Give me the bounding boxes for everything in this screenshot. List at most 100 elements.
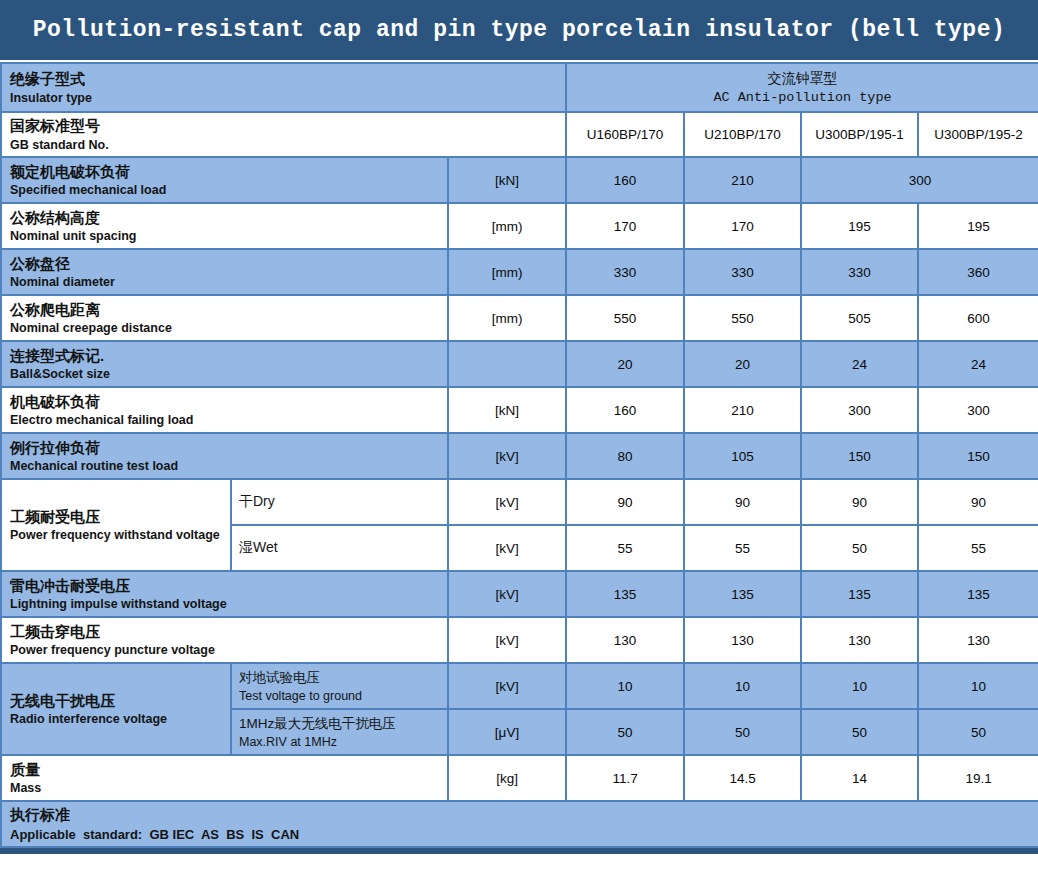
label-en: Power frequency puncture voltage — [10, 642, 439, 658]
label-cn: 工频击穿电压 — [10, 622, 439, 642]
creepage-label-cell: 公称爬电距离 Nominal creepage distance — [1, 295, 448, 341]
value-cell: 135 — [801, 571, 918, 617]
value-cell: 55 — [566, 525, 684, 571]
row-mass: 质量 Mass [kg] 11.7 14.5 14 19.1 — [1, 755, 1038, 801]
label-cn: 雷电冲击耐受电压 — [10, 576, 439, 596]
dry-sublabel-cell: 干Dry — [231, 479, 448, 525]
row-diameter: 公称盘径 Nominal diameter [mm) 330 330 330 3… — [1, 249, 1038, 295]
label-cn: 公称盘径 — [10, 254, 439, 274]
value-cell: 10 — [918, 663, 1038, 709]
label-en: Power frequency withstand voltage — [10, 527, 222, 543]
value-cell: 90 — [566, 479, 684, 525]
bottom-bar — [0, 848, 1038, 854]
gb-standard-label-cell: 国家标准型号 GB standard No. — [1, 112, 566, 157]
mass-label-cell: 质量 Mass — [1, 755, 448, 801]
row-lightning: 雷电冲击耐受电压 Lightning impulse withstand vol… — [1, 571, 1038, 617]
riv-mhz-sublabel-cell: 1MHz最大无线电干扰电压 Max.RIV at 1MHz — [231, 709, 448, 755]
label-cn: 公称爬电距离 — [10, 300, 439, 320]
value-cell: 300 — [918, 387, 1038, 433]
value-cell: 50 — [918, 709, 1038, 755]
riv-group-label-cell: 无线电干扰电压 Radio interference voltage — [1, 663, 231, 755]
value-cell: 90 — [801, 479, 918, 525]
row-specified-load: 额定机电破坏负荷 Specified mechanical load [kN] … — [1, 157, 1038, 203]
value-cell: 10 — [684, 663, 801, 709]
value-cell: 50 — [801, 525, 918, 571]
unit-cell: [kg] — [448, 755, 566, 801]
ball-socket-label-cell: 连接型式标记. Ball&Socket size — [1, 341, 448, 387]
label-cn: 工频耐受电压 — [10, 507, 222, 527]
value-cell: 170 — [566, 203, 684, 249]
unit-cell: [kV] — [448, 479, 566, 525]
puncture-label-cell: 工频击穿电压 Power frequency puncture voltage — [1, 617, 448, 663]
unit-cell: [kN] — [448, 387, 566, 433]
value-cell: 170 — [684, 203, 801, 249]
value-cell: 130 — [918, 617, 1038, 663]
value-cell: 20 — [566, 341, 684, 387]
unit-cell: [kV] — [448, 571, 566, 617]
label-en: Insulator type — [10, 90, 557, 106]
row-failing-load: 机电破坏负荷 Electro mechanical failing load [… — [1, 387, 1038, 433]
row-gb-standard: 国家标准型号 GB standard No. U160BP/170 U210BP… — [1, 112, 1038, 157]
wet-sublabel-cell: 湿Wet — [231, 525, 448, 571]
label-en: Nominal creepage distance — [10, 320, 439, 336]
value-cell: 24 — [918, 341, 1038, 387]
value-cell: 550 — [566, 295, 684, 341]
label-cn: 质量 — [10, 760, 439, 780]
model-cell: U210BP/170 — [684, 112, 801, 157]
value-cell: 360 — [918, 249, 1038, 295]
row-riv-ground: 无线电干扰电压 Radio interference voltage 对地试验电… — [1, 663, 1038, 709]
row-creepage: 公称爬电距离 Nominal creepage distance [mm) 55… — [1, 295, 1038, 341]
unit-cell: [kV] — [448, 525, 566, 571]
sublabel-cn: 1MHz最大无线电干扰电压 — [239, 714, 440, 734]
page-title: Pollution-resistant cap and pin type por… — [33, 17, 1006, 43]
unit-cell: [μV] — [448, 709, 566, 755]
row-unit-spacing: 公称结构高度 Nominal unit spacing [mm) 170 170… — [1, 203, 1038, 249]
label-en: Ball&Socket size — [10, 366, 439, 382]
spec-table: 绝缘子型式 Insulator type 交流钟罩型 AC Anti-pollu… — [0, 62, 1038, 848]
failing-load-label-cell: 机电破坏负荷 Electro mechanical failing load — [1, 387, 448, 433]
value-cell: 135 — [918, 571, 1038, 617]
standard-en: Applicable standard: GB IEC AS BS IS CAN — [10, 826, 1030, 844]
value-cell: 210 — [684, 387, 801, 433]
label-cn: 国家标准型号 — [10, 116, 557, 136]
value-cell: 135 — [684, 571, 801, 617]
value-cell: 505 — [801, 295, 918, 341]
row-ball-socket: 连接型式标记. Ball&Socket size 20 20 24 24 — [1, 341, 1038, 387]
value-cell: 55 — [684, 525, 801, 571]
value-cell: 300 — [801, 387, 918, 433]
value-cell: 130 — [566, 617, 684, 663]
unit-spacing-label-cell: 公称结构高度 Nominal unit spacing — [1, 203, 448, 249]
value-cell: 24 — [801, 341, 918, 387]
label-cn: 例行拉伸负荷 — [10, 438, 439, 458]
specified-load-label-cell: 额定机电破坏负荷 Specified mechanical load — [1, 157, 448, 203]
ac-type-cell: 交流钟罩型 AC Anti-pollution type — [566, 63, 1038, 112]
model-cell: U300BP/195-1 — [801, 112, 918, 157]
label-cn: 公称结构高度 — [10, 208, 439, 228]
label-en: Nominal unit spacing — [10, 228, 439, 244]
value-cell: 160 — [566, 387, 684, 433]
unit-cell: [kV] — [448, 617, 566, 663]
value-cell: 150 — [918, 433, 1038, 479]
value-cell: 195 — [918, 203, 1038, 249]
withstand-group-label-cell: 工频耐受电压 Power frequency withstand voltage — [1, 479, 231, 571]
value-cell: 150 — [801, 433, 918, 479]
model-cell: U160BP/170 — [566, 112, 684, 157]
routine-test-label-cell: 例行拉伸负荷 Mechanical routine test load — [1, 433, 448, 479]
label-en: Mass — [10, 780, 439, 796]
ac-type-cn: 交流钟罩型 — [567, 68, 1038, 89]
value-cell: 330 — [801, 249, 918, 295]
value-cell: 600 — [918, 295, 1038, 341]
value-cell: 80 — [566, 433, 684, 479]
ac-type-en: AC Anti-pollution type — [567, 89, 1038, 108]
label-cn: 无线电干扰电压 — [10, 691, 222, 711]
value-cell: 135 — [566, 571, 684, 617]
value-cell: 105 — [684, 433, 801, 479]
value-cell: 10 — [801, 663, 918, 709]
sublabel-en: Test voltage to ground — [239, 688, 440, 704]
value-cell: 330 — [566, 249, 684, 295]
value-cell: 130 — [801, 617, 918, 663]
row-puncture: 工频击穿电压 Power frequency puncture voltage … — [1, 617, 1038, 663]
label-cn: 额定机电破坏负荷 — [10, 162, 439, 182]
label-cn: 连接型式标记. — [10, 346, 439, 366]
unit-cell: [kV] — [448, 433, 566, 479]
